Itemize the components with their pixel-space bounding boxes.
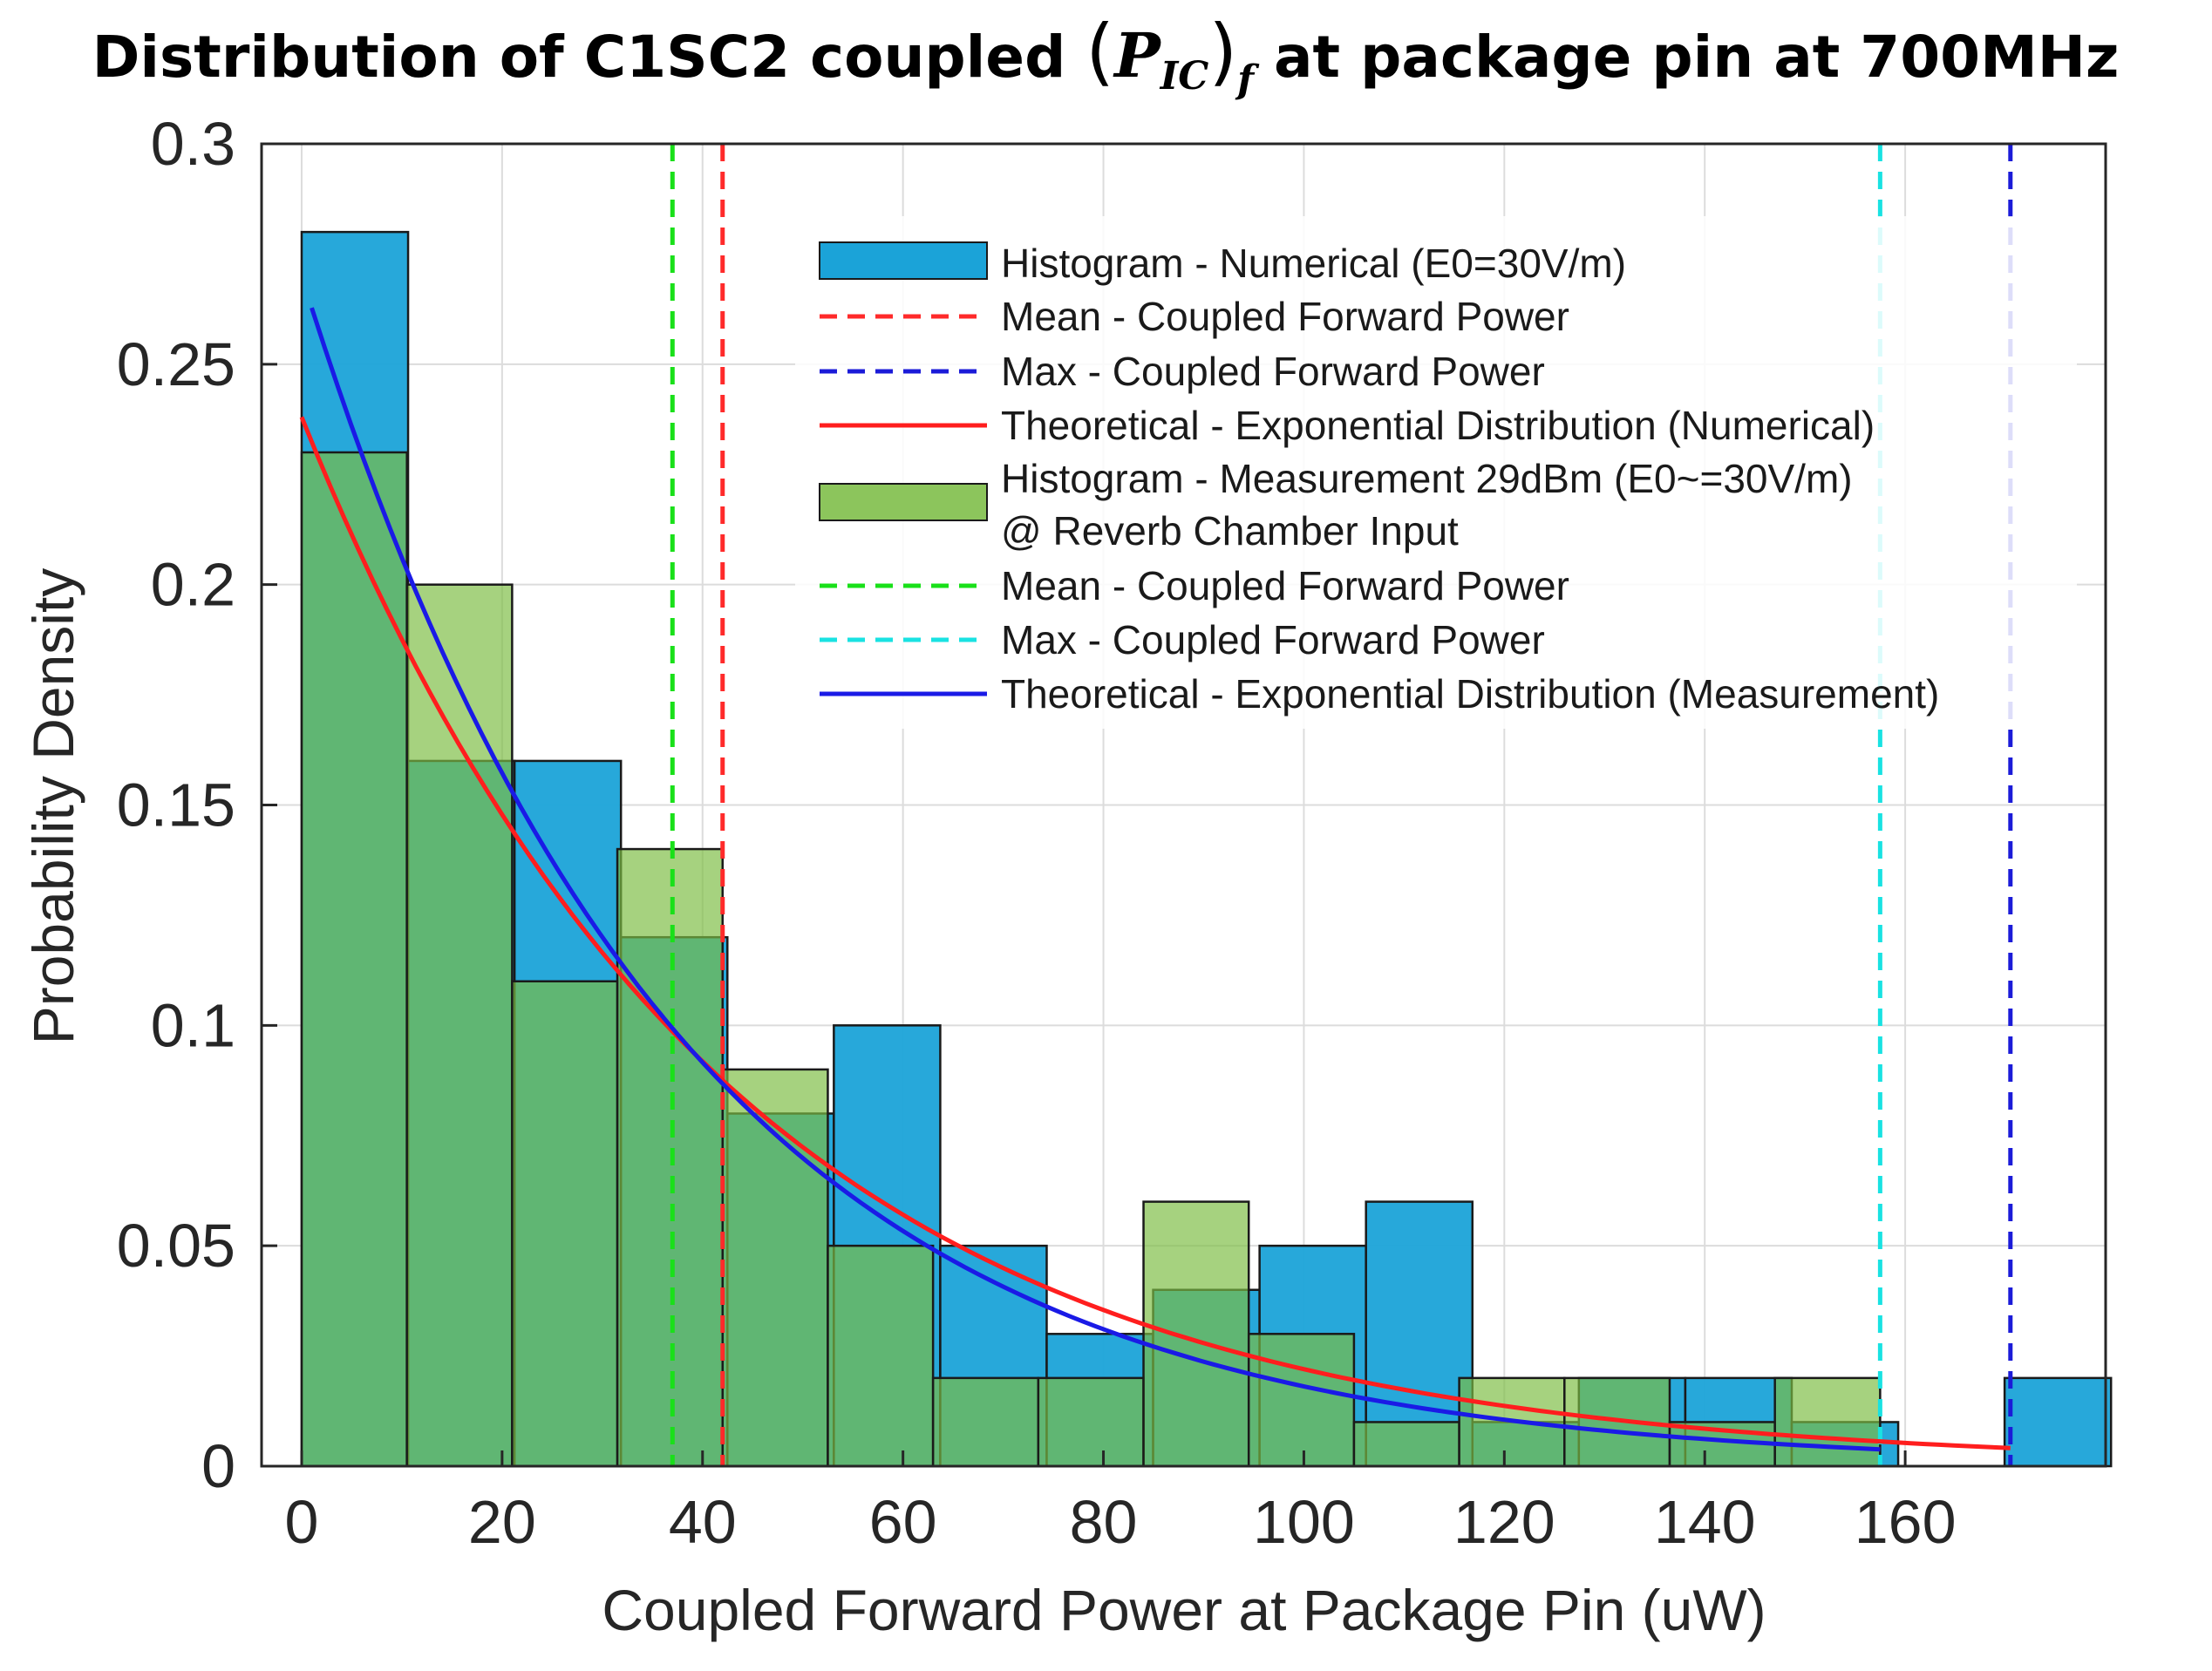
y-axis-label: Probability Density xyxy=(21,568,85,1045)
x-tick-label-0: 0 xyxy=(285,1488,319,1556)
x-tick-label-5: 100 xyxy=(1253,1488,1355,1556)
x-tick-label-8: 160 xyxy=(1855,1488,1957,1556)
legend-label-theoretical-numerical: Theoretical - Exponential Distribution (… xyxy=(1001,403,1875,448)
measurement-bar-8 xyxy=(1142,1200,1250,1468)
y-tick-label-2: 0.1 xyxy=(151,991,235,1059)
y-tick-label-4: 0.2 xyxy=(151,551,235,619)
x-tick-label-7: 140 xyxy=(1654,1488,1756,1556)
measurement-bar-10 xyxy=(1352,1421,1460,1468)
y-tick-label-6: 0.3 xyxy=(151,110,235,178)
legend-label-max-measurement: Max - Coupled Forward Power xyxy=(1001,617,1545,662)
measurement-bar-5 xyxy=(827,1244,935,1468)
measurement-bar-3 xyxy=(616,847,724,1468)
theoretical-curves xyxy=(299,307,2011,1452)
measurement-bar-4 xyxy=(721,1068,829,1468)
legend-swatch-histogram-measurement xyxy=(819,483,988,521)
legend-label-histogram-numerical: Histogram - Numerical (E0=30V/m) xyxy=(1001,241,1626,286)
legend: Histogram - Numerical (E0=30V/m) Mean - … xyxy=(795,216,2077,729)
curve-4 xyxy=(299,416,2011,1450)
y-tick-label-5: 0.25 xyxy=(117,330,235,398)
title-suffix: at package pin at 700MHz xyxy=(1254,24,2119,91)
x-axis-label: Coupled Forward Power at Package Pin (uW… xyxy=(602,1578,1766,1642)
x-axis-ticks: 0 20 40 60 80 100 120 140 160 xyxy=(285,1450,1957,1556)
curve-7 xyxy=(310,307,1881,1452)
title-var-main: P xyxy=(1113,19,1162,92)
y-tick-label-3: 0.15 xyxy=(117,771,235,839)
measurement-bar-2 xyxy=(511,980,619,1468)
measurement-bar-0 xyxy=(300,451,408,1468)
legend-swatch-histogram-numerical xyxy=(819,241,988,280)
measurement-bar-14 xyxy=(1773,1376,1882,1468)
measurement-bar-6 xyxy=(931,1376,1040,1468)
x-tick-label-4: 80 xyxy=(1070,1488,1138,1556)
measurement-bar-1 xyxy=(405,583,514,1468)
y-axis-ticks: 0 0.05 0.1 0.15 0.2 0.25 0.3 xyxy=(117,110,277,1500)
title-var-sub: IC xyxy=(1159,54,1209,98)
y-tick-label-0: 0 xyxy=(201,1432,235,1500)
legend-label-histogram-measurement-line2: @ Reverb Chamber Input xyxy=(1001,508,1459,554)
x-tick-label-2: 40 xyxy=(669,1488,737,1556)
title-prefix: Distribution of C1SC2 coupled xyxy=(92,24,1086,91)
chart-title: Distribution of C1SC2 coupled (PIC)f at … xyxy=(92,9,2120,102)
legend-label-histogram-measurement: Histogram - Measurement 29dBm (E0~=30V/m… xyxy=(1001,456,1853,501)
x-tick-label-3: 60 xyxy=(869,1488,937,1556)
legend-box xyxy=(795,216,2077,729)
legend-label-mean-measurement: Mean - Coupled Forward Power xyxy=(1001,563,1569,608)
measurement-bar-7 xyxy=(1037,1376,1145,1468)
x-tick-label-6: 120 xyxy=(1453,1488,1555,1556)
vertical-lines xyxy=(670,144,2013,1466)
x-tick-label-1: 20 xyxy=(468,1488,536,1556)
legend-label-theoretical-measurement: Theoretical - Exponential Distribution (… xyxy=(1001,671,1939,717)
measurement-bar-9 xyxy=(1247,1333,1356,1468)
legend-label-max-numerical: Max - Coupled Forward Power xyxy=(1001,349,1545,394)
legend-label-mean-numerical: Mean - Coupled Forward Power xyxy=(1001,294,1569,339)
numerical-bar-16 xyxy=(2003,1376,2113,1468)
y-tick-label-1: 0.05 xyxy=(117,1212,235,1280)
